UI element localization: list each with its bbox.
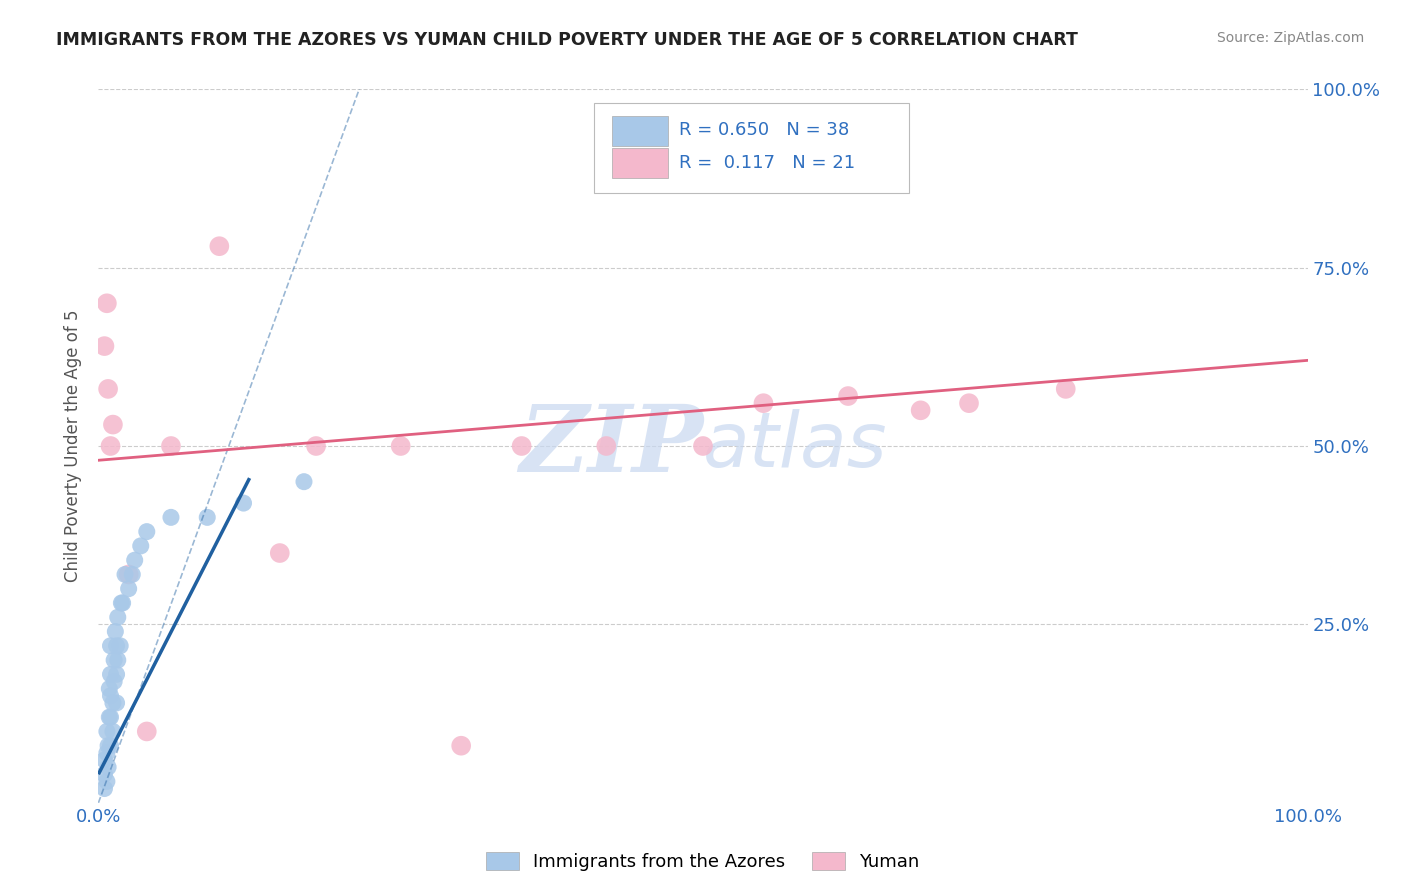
Text: Source: ZipAtlas.com: Source: ZipAtlas.com [1216, 31, 1364, 45]
Point [595, 439, 617, 453]
Point [93, 767, 115, 781]
Point [105, 639, 128, 653]
Point [107, 610, 129, 624]
Point [104, 624, 127, 639]
Point [93, 781, 115, 796]
Point [93, 339, 115, 353]
Point [121, 567, 143, 582]
Point [160, 510, 183, 524]
Point [105, 696, 128, 710]
Point [292, 475, 315, 489]
Point [96, 296, 118, 310]
Legend: Immigrants from the Azores, Yuman: Immigrants from the Azores, Yuman [479, 845, 927, 879]
Point [98, 710, 121, 724]
Text: ZIP: ZIP [519, 401, 703, 491]
Point [195, 510, 218, 524]
Point [124, 553, 146, 567]
Point [110, 596, 132, 610]
Point [100, 739, 122, 753]
Point [837, 389, 859, 403]
Point [97, 382, 120, 396]
Point [105, 667, 128, 681]
Point [269, 546, 291, 560]
Point [100, 639, 122, 653]
Point [910, 403, 932, 417]
Point [1054, 382, 1077, 396]
Point [450, 739, 472, 753]
Point [118, 567, 141, 582]
Y-axis label: Child Poverty Under the Age of 5: Child Poverty Under the Age of 5 [65, 310, 83, 582]
Point [389, 439, 412, 453]
Point [135, 524, 157, 539]
Text: R =  0.117   N = 21: R = 0.117 N = 21 [679, 153, 855, 171]
Text: IMMIGRANTS FROM THE AZORES VS YUMAN CHILD POVERTY UNDER THE AGE OF 5 CORRELATION: IMMIGRANTS FROM THE AZORES VS YUMAN CHIL… [56, 31, 1078, 49]
Point [100, 689, 122, 703]
Point [100, 439, 122, 453]
Point [692, 439, 714, 453]
Point [232, 496, 254, 510]
Point [98, 681, 121, 696]
Point [96, 774, 118, 789]
Point [135, 724, 157, 739]
Point [108, 639, 131, 653]
Point [111, 596, 134, 610]
Point [93, 753, 115, 767]
Point [107, 653, 129, 667]
Point [101, 417, 124, 432]
Point [101, 696, 124, 710]
Point [103, 674, 125, 689]
FancyBboxPatch shape [613, 148, 668, 178]
Point [510, 439, 533, 453]
Point [208, 239, 231, 253]
Point [305, 439, 328, 453]
Point [101, 724, 124, 739]
Point [129, 539, 152, 553]
Point [97, 739, 120, 753]
Point [97, 760, 120, 774]
Text: R = 0.650   N = 38: R = 0.650 N = 38 [679, 121, 849, 139]
Point [100, 667, 122, 681]
Point [96, 724, 118, 739]
Point [957, 396, 980, 410]
Point [118, 582, 141, 596]
FancyBboxPatch shape [595, 103, 908, 193]
Point [752, 396, 775, 410]
Text: atlas: atlas [703, 409, 887, 483]
Point [103, 653, 125, 667]
FancyBboxPatch shape [613, 116, 668, 145]
Point [114, 567, 136, 582]
Point [100, 710, 122, 724]
Point [96, 746, 118, 760]
Point [160, 439, 183, 453]
